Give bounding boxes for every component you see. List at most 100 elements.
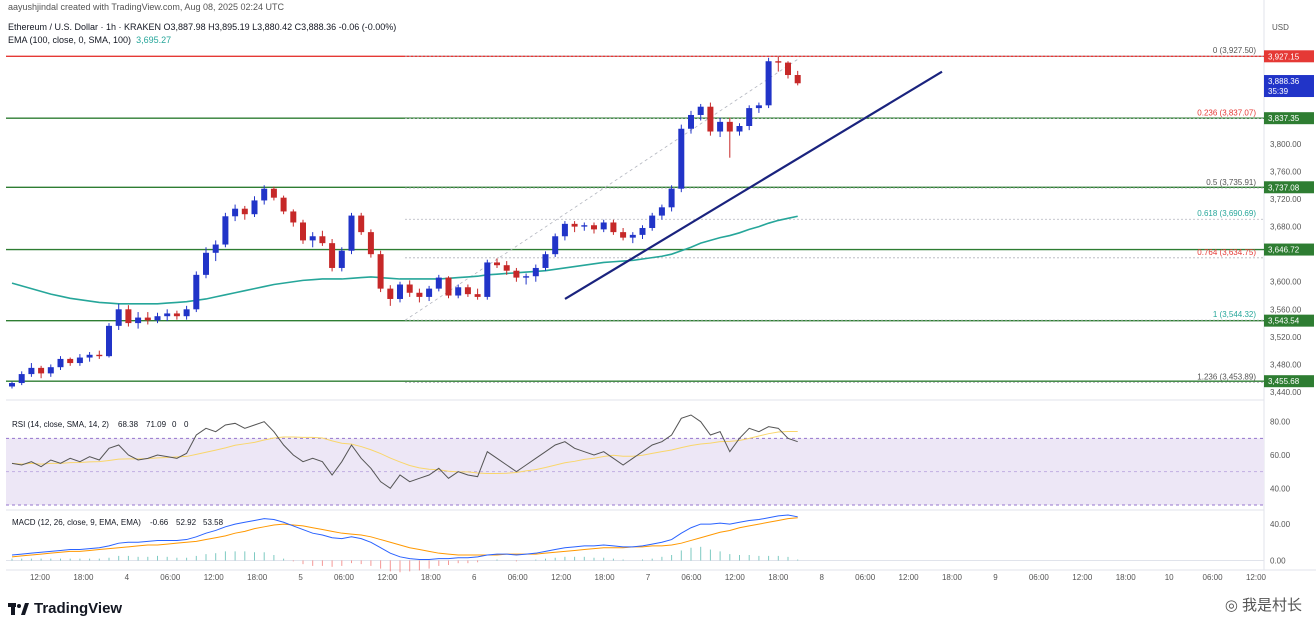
chart-canvas[interactable]: 0 (3,927.50) 0.236 (3,837.07) 0.5 (3,735.9… [0, 0, 1316, 590]
time-tick: 12:00 [1246, 573, 1267, 582]
candle-body [600, 222, 607, 230]
candle-body [67, 358, 74, 364]
time-tick: 06:00 [1029, 573, 1050, 582]
candle-body [639, 227, 646, 235]
price-pill [1264, 112, 1314, 125]
candle-body [736, 126, 743, 132]
time-tick: 18:00 [942, 573, 963, 582]
candle-body [203, 252, 209, 275]
time-tick: 4 [125, 573, 130, 582]
candle-body [484, 262, 491, 297]
price-axis[interactable]: USD 3,800.00 3,760.00 3,720.00 3,680.00 3,600… [1264, 23, 1314, 397]
candle-body [57, 358, 64, 368]
candle-body [290, 211, 297, 223]
trendline[interactable] [564, 70, 943, 300]
candle-body [435, 277, 442, 289]
candle-body [338, 250, 345, 268]
time-tick: 9 [993, 573, 998, 582]
time-tick: 8 [819, 573, 824, 582]
candle-body [387, 288, 394, 299]
tradingview-brand[interactable]: TradingView [8, 600, 122, 617]
price-pill-label: 3,455.68 [1268, 377, 1300, 386]
candle-body [765, 61, 772, 106]
time-tick: 18:00 [595, 573, 616, 582]
price-tick: 3,560.00 [1270, 305, 1302, 314]
candle-body [115, 309, 122, 326]
candle-body [358, 215, 365, 233]
candle-body [746, 108, 753, 127]
time-tick: 18:00 [421, 573, 442, 582]
price-pill-label: 3,927.15 [1268, 52, 1300, 61]
candle-body [261, 188, 268, 201]
current-price-label: 3,888.36 [1268, 77, 1300, 86]
candle-body [717, 121, 724, 132]
time-tick: 12:00 [725, 573, 746, 582]
time-tick: 18:00 [247, 573, 268, 582]
candle-body [377, 254, 384, 289]
rsi-series [11, 414, 798, 490]
candle-body [678, 128, 685, 189]
time-tick: 7 [646, 573, 651, 582]
time-tick: 12:00 [899, 573, 920, 582]
candle-body [794, 75, 801, 84]
current-price-countdown: 35:39 [1268, 87, 1289, 96]
time-tick: 12:00 [30, 573, 51, 582]
candle-body [668, 188, 675, 208]
watermark-icon: ◎ [1224, 596, 1238, 614]
price-tick: 3,680.00 [1270, 223, 1302, 232]
candle-body [241, 208, 248, 215]
current-price-pill [1264, 75, 1314, 98]
price-tick: 3,480.00 [1270, 360, 1302, 369]
time-tick: 12:00 [377, 573, 398, 582]
candle-body [561, 223, 568, 237]
candle-body [348, 215, 355, 251]
candle-body [494, 262, 500, 266]
ema-legend: EMA (100, close, 0, SMA, 100) 3,695.27 [8, 35, 171, 45]
price-tick: 3,520.00 [1270, 333, 1302, 342]
price-tick: 3,760.00 [1270, 167, 1302, 176]
candles [9, 56, 801, 389]
time-tick: 06:00 [160, 573, 181, 582]
candle-body [629, 234, 636, 238]
tradingview-logo-icon [8, 602, 29, 615]
candle-body [135, 317, 142, 324]
rsi-tick: 60.00 [1270, 451, 1291, 460]
candle-body [523, 276, 530, 278]
time-tick: 06:00 [1203, 573, 1224, 582]
macd-pane: MACD (12, 26, close, 9, EMA, EMA) -0.66 52… [6, 514, 1291, 573]
time-tick: 06:00 [681, 573, 702, 582]
candle-body [86, 354, 93, 358]
candle-body [154, 316, 161, 321]
candle-body [397, 284, 403, 299]
macd-v2: 52.92 [176, 518, 197, 527]
candle-body [329, 243, 336, 268]
rsi-pane: RSI (14, close, SMA, 14, 2) 68.38 71.09 0 0 8… [6, 414, 1291, 506]
candle-body [222, 216, 229, 245]
fib-label: 1 (3,544.32) [1213, 310, 1256, 319]
price-tick: 3,800.00 [1270, 140, 1302, 149]
candle-body [445, 277, 452, 296]
price-pill-label: 3,737.08 [1268, 183, 1300, 192]
macd-label: MACD (12, 26, close, 9, EMA, EMA) [12, 518, 141, 527]
fib-label: 0 (3,927.50) [1213, 46, 1256, 55]
candle-body [785, 62, 791, 76]
time-tick: 06:00 [508, 573, 529, 582]
fib-label: 0.764 (3,634.75) [1197, 248, 1256, 257]
candle-body [144, 317, 151, 321]
candle-body [76, 357, 83, 364]
time-tick: 6 [472, 573, 477, 582]
trendline-segment [564, 70, 943, 300]
rsi-tick: 80.00 [1270, 418, 1291, 427]
macd-v1: -0.66 [150, 518, 169, 527]
candle-body [571, 223, 578, 227]
axis-currency: USD [1272, 23, 1289, 32]
candle-body [9, 383, 15, 387]
fib-diagonal [404, 57, 801, 321]
candle-body [775, 61, 782, 63]
price-tick: 3,600.00 [1270, 278, 1302, 287]
rsi-ma-value: 71.09 [146, 420, 167, 429]
candle-body [212, 244, 219, 253]
watermark: ◎ 我是村长 [1225, 594, 1302, 615]
time-tick: 18:00 [768, 573, 789, 582]
time-axis[interactable]: 12:00 18:00 4 06:00 12:00 18:00 5 06:00 12:00 18:… [30, 573, 1267, 582]
